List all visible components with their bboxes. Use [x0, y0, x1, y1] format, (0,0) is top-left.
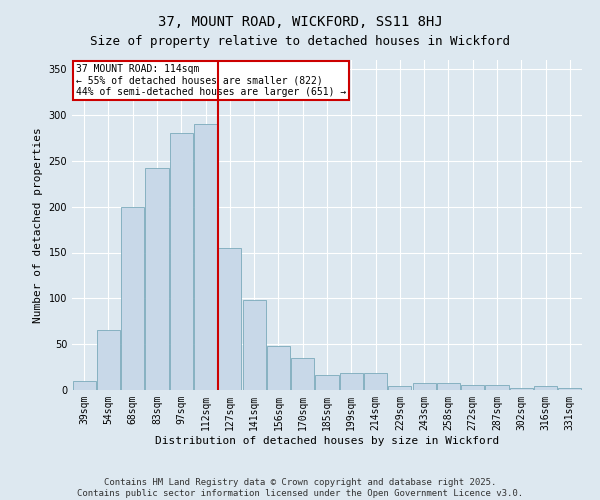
Bar — [388, 386, 412, 390]
Bar — [121, 206, 144, 390]
Bar — [97, 330, 120, 390]
Bar — [291, 358, 314, 390]
Text: 37, MOUNT ROAD, WICKFORD, SS11 8HJ: 37, MOUNT ROAD, WICKFORD, SS11 8HJ — [158, 15, 442, 29]
Bar — [194, 124, 217, 390]
Bar — [73, 381, 95, 390]
Bar — [364, 372, 387, 390]
Text: Size of property relative to detached houses in Wickford: Size of property relative to detached ho… — [90, 35, 510, 48]
Bar — [413, 382, 436, 390]
Bar — [218, 248, 241, 390]
Bar — [316, 376, 338, 390]
Bar — [510, 388, 533, 390]
Bar — [340, 372, 363, 390]
Bar — [267, 346, 290, 390]
Bar — [437, 382, 460, 390]
Bar — [145, 168, 169, 390]
Bar — [485, 386, 509, 390]
Bar — [242, 300, 266, 390]
Text: Contains HM Land Registry data © Crown copyright and database right 2025.
Contai: Contains HM Land Registry data © Crown c… — [77, 478, 523, 498]
Text: 37 MOUNT ROAD: 114sqm
← 55% of detached houses are smaller (822)
44% of semi-det: 37 MOUNT ROAD: 114sqm ← 55% of detached … — [76, 64, 346, 98]
Bar — [559, 388, 581, 390]
Bar — [170, 134, 193, 390]
X-axis label: Distribution of detached houses by size in Wickford: Distribution of detached houses by size … — [155, 436, 499, 446]
Bar — [461, 386, 484, 390]
Bar — [534, 386, 557, 390]
Y-axis label: Number of detached properties: Number of detached properties — [33, 127, 43, 323]
